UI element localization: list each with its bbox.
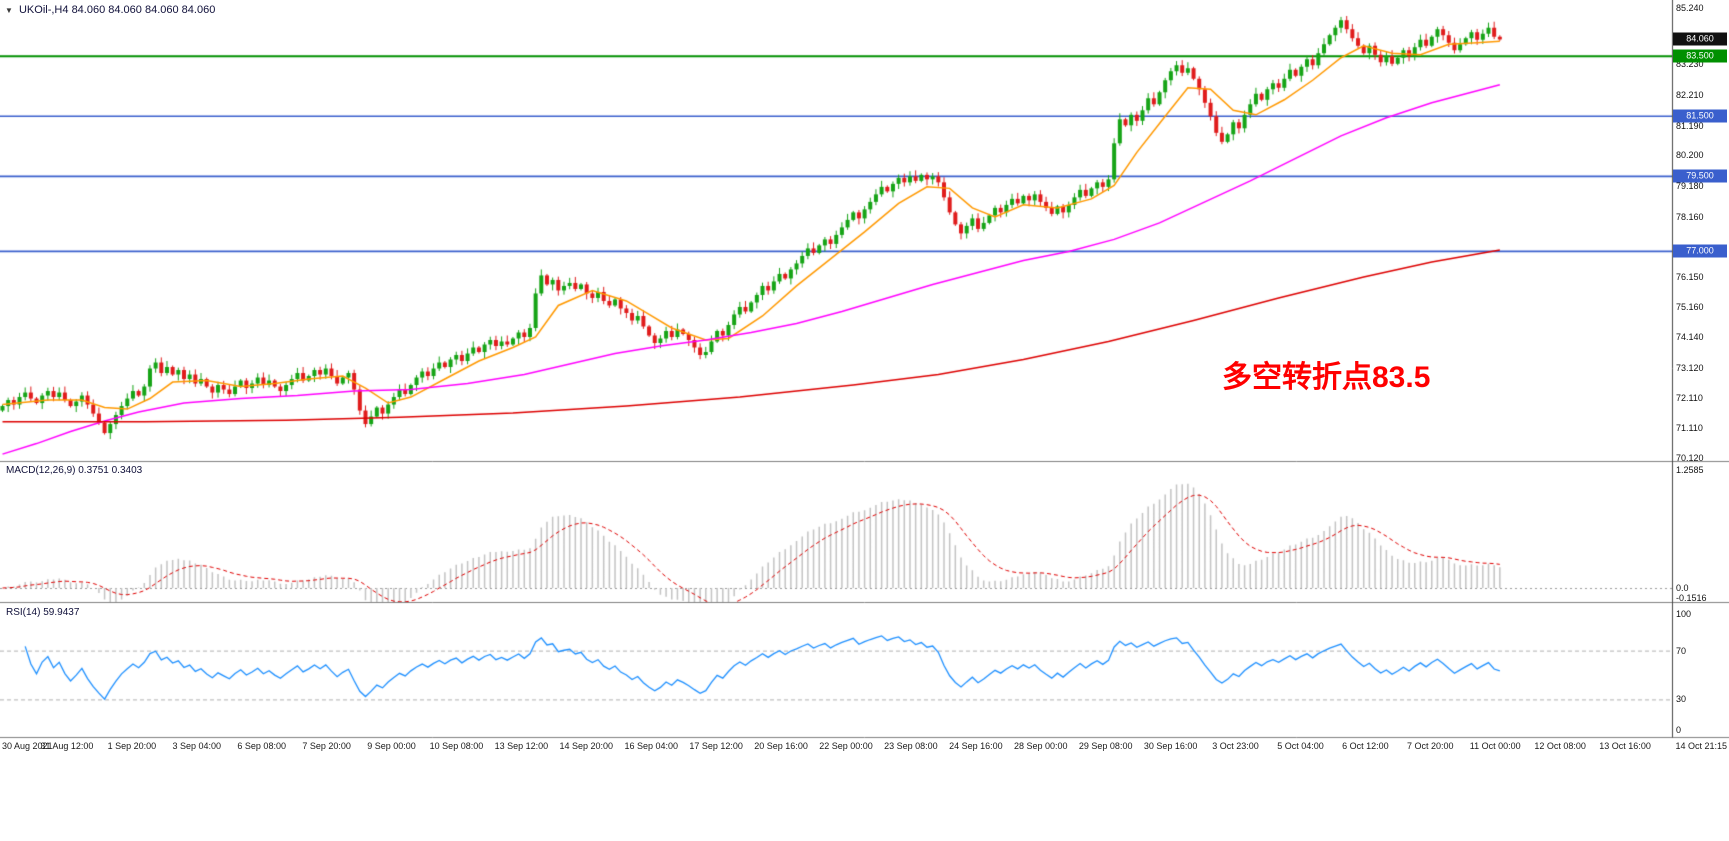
annotation-text: 多空转折点83.5 bbox=[1222, 361, 1431, 394]
rsi-name: RSI(14) bbox=[6, 607, 41, 618]
rsi-value: 59.9437 bbox=[43, 607, 80, 618]
chart-header: ▼ UKOil-,H4 84.060 84.060 84.060 84.060 bbox=[5, 4, 215, 16]
macd-main-value: 0.3751 bbox=[78, 465, 109, 476]
macd-indicator-label: MACD(12,26,9) 0.3751 0.3403 bbox=[6, 465, 142, 476]
macd-name: MACD(12,26,9) bbox=[6, 465, 76, 476]
rsi-indicator-label: RSI(14) 59.9437 bbox=[6, 607, 79, 618]
symbol-timeframe-label: UKOil-,H4 bbox=[18, 4, 69, 16]
ohlc-values: 84.060 84.060 84.060 84.060 bbox=[71, 4, 216, 16]
macd-signal-value: 0.3403 bbox=[111, 465, 143, 476]
symbol-dropdown-icon[interactable]: ▼ bbox=[5, 6, 13, 15]
